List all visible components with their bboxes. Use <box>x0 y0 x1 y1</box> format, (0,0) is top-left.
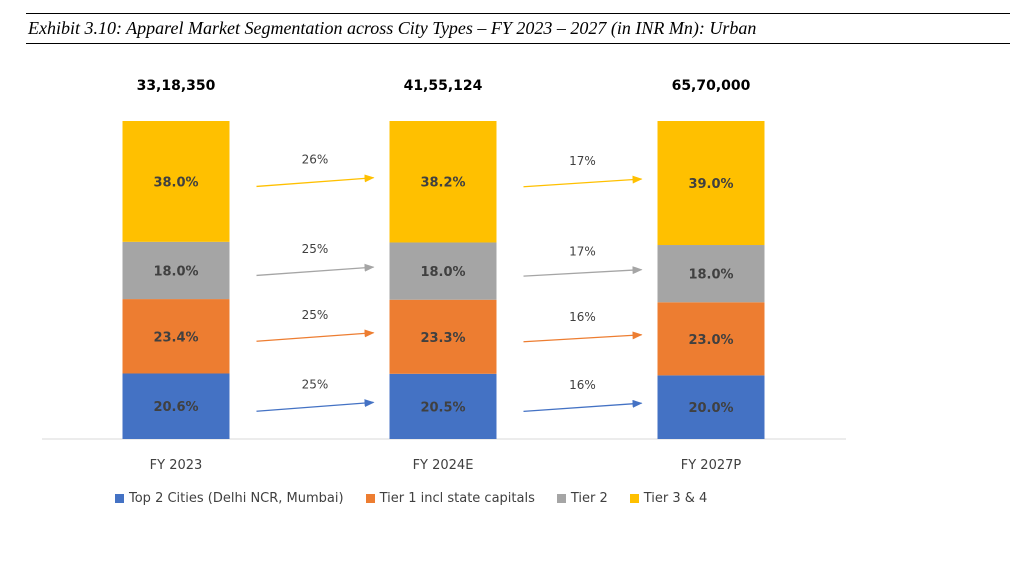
growth-label: 17% <box>569 154 596 168</box>
bar-segment <box>389 299 497 374</box>
bar-segment <box>122 241 230 300</box>
bar-segment <box>657 302 765 376</box>
growth-arrow <box>523 399 643 413</box>
segment-label: 23.4% <box>153 330 198 345</box>
chart-legend: Top 2 Cities (Delhi NCR, Mumbai) Tier 1 i… <box>115 491 729 506</box>
segment-label: 18.0% <box>153 264 198 279</box>
growth-arrow <box>523 331 643 343</box>
segment-label: 18.0% <box>688 268 733 283</box>
segment-label: 20.6% <box>153 400 198 415</box>
total-label: 65,70,000 <box>672 78 751 94</box>
exhibit-title: Exhibit 3.10: Apparel Market Segmentatio… <box>28 18 757 38</box>
growth-arrow <box>256 399 375 412</box>
legend-label: Tier 1 incl state capitals <box>379 491 535 506</box>
exhibit-title-bar: Exhibit 3.10: Apparel Market Segmentatio… <box>26 13 1010 44</box>
growth-arrow <box>523 266 643 277</box>
bar-segment <box>389 242 497 300</box>
total-label: 41,55,124 <box>404 78 483 94</box>
legend-swatch <box>629 494 639 503</box>
segment-label: 20.5% <box>420 400 465 415</box>
segment-label: 20.0% <box>688 401 733 416</box>
growth-label: 17% <box>569 245 596 259</box>
growth-label: 16% <box>569 378 596 392</box>
x-tick-label: FY 2023 <box>150 458 203 473</box>
legend-item: Tier 2 <box>556 491 608 506</box>
growth-label: 26% <box>302 153 329 167</box>
segment-label: 18.0% <box>420 265 465 280</box>
bar-segment <box>389 373 497 439</box>
growth-arrow <box>256 329 375 342</box>
legend-item: Tier 1 incl state capitals <box>365 491 535 506</box>
bar-segment <box>389 121 497 243</box>
bar-segment <box>657 245 765 303</box>
total-label: 33,18,350 <box>137 78 216 94</box>
growth-arrow <box>523 175 643 188</box>
legend-label: Tier 2 <box>570 491 608 506</box>
segment-label: 23.3% <box>420 331 465 346</box>
legend-item: Tier 3 & 4 <box>629 491 708 506</box>
segment-label: 38.2% <box>420 176 465 191</box>
bar-segment <box>657 375 765 439</box>
segment-label: 39.0% <box>688 177 733 192</box>
bar-segment <box>657 121 765 246</box>
x-tick-label: FY 2027P <box>681 458 742 473</box>
legend-label: Top 2 Cities (Delhi NCR, Mumbai) <box>129 491 344 506</box>
growth-arrow <box>256 263 375 277</box>
growth-label: 25% <box>302 242 329 256</box>
segment-label: 38.0% <box>153 175 198 190</box>
legend-swatch <box>365 494 375 503</box>
legend-swatch <box>556 494 566 503</box>
x-tick-label: FY 2024E <box>413 458 474 473</box>
legend-swatch <box>115 494 124 503</box>
growth-arrow <box>256 174 375 188</box>
growth-label: 16% <box>569 310 596 324</box>
legend-item: Top 2 Cities (Delhi NCR, Mumbai) <box>115 491 344 506</box>
bar-segment <box>122 121 230 242</box>
legend-label: Tier 3 & 4 <box>643 491 708 506</box>
growth-label: 25% <box>302 308 329 322</box>
bar-segment <box>122 373 230 439</box>
bar-segment <box>122 299 230 374</box>
segment-label: 23.0% <box>688 333 733 348</box>
growth-label: 25% <box>302 377 329 391</box>
